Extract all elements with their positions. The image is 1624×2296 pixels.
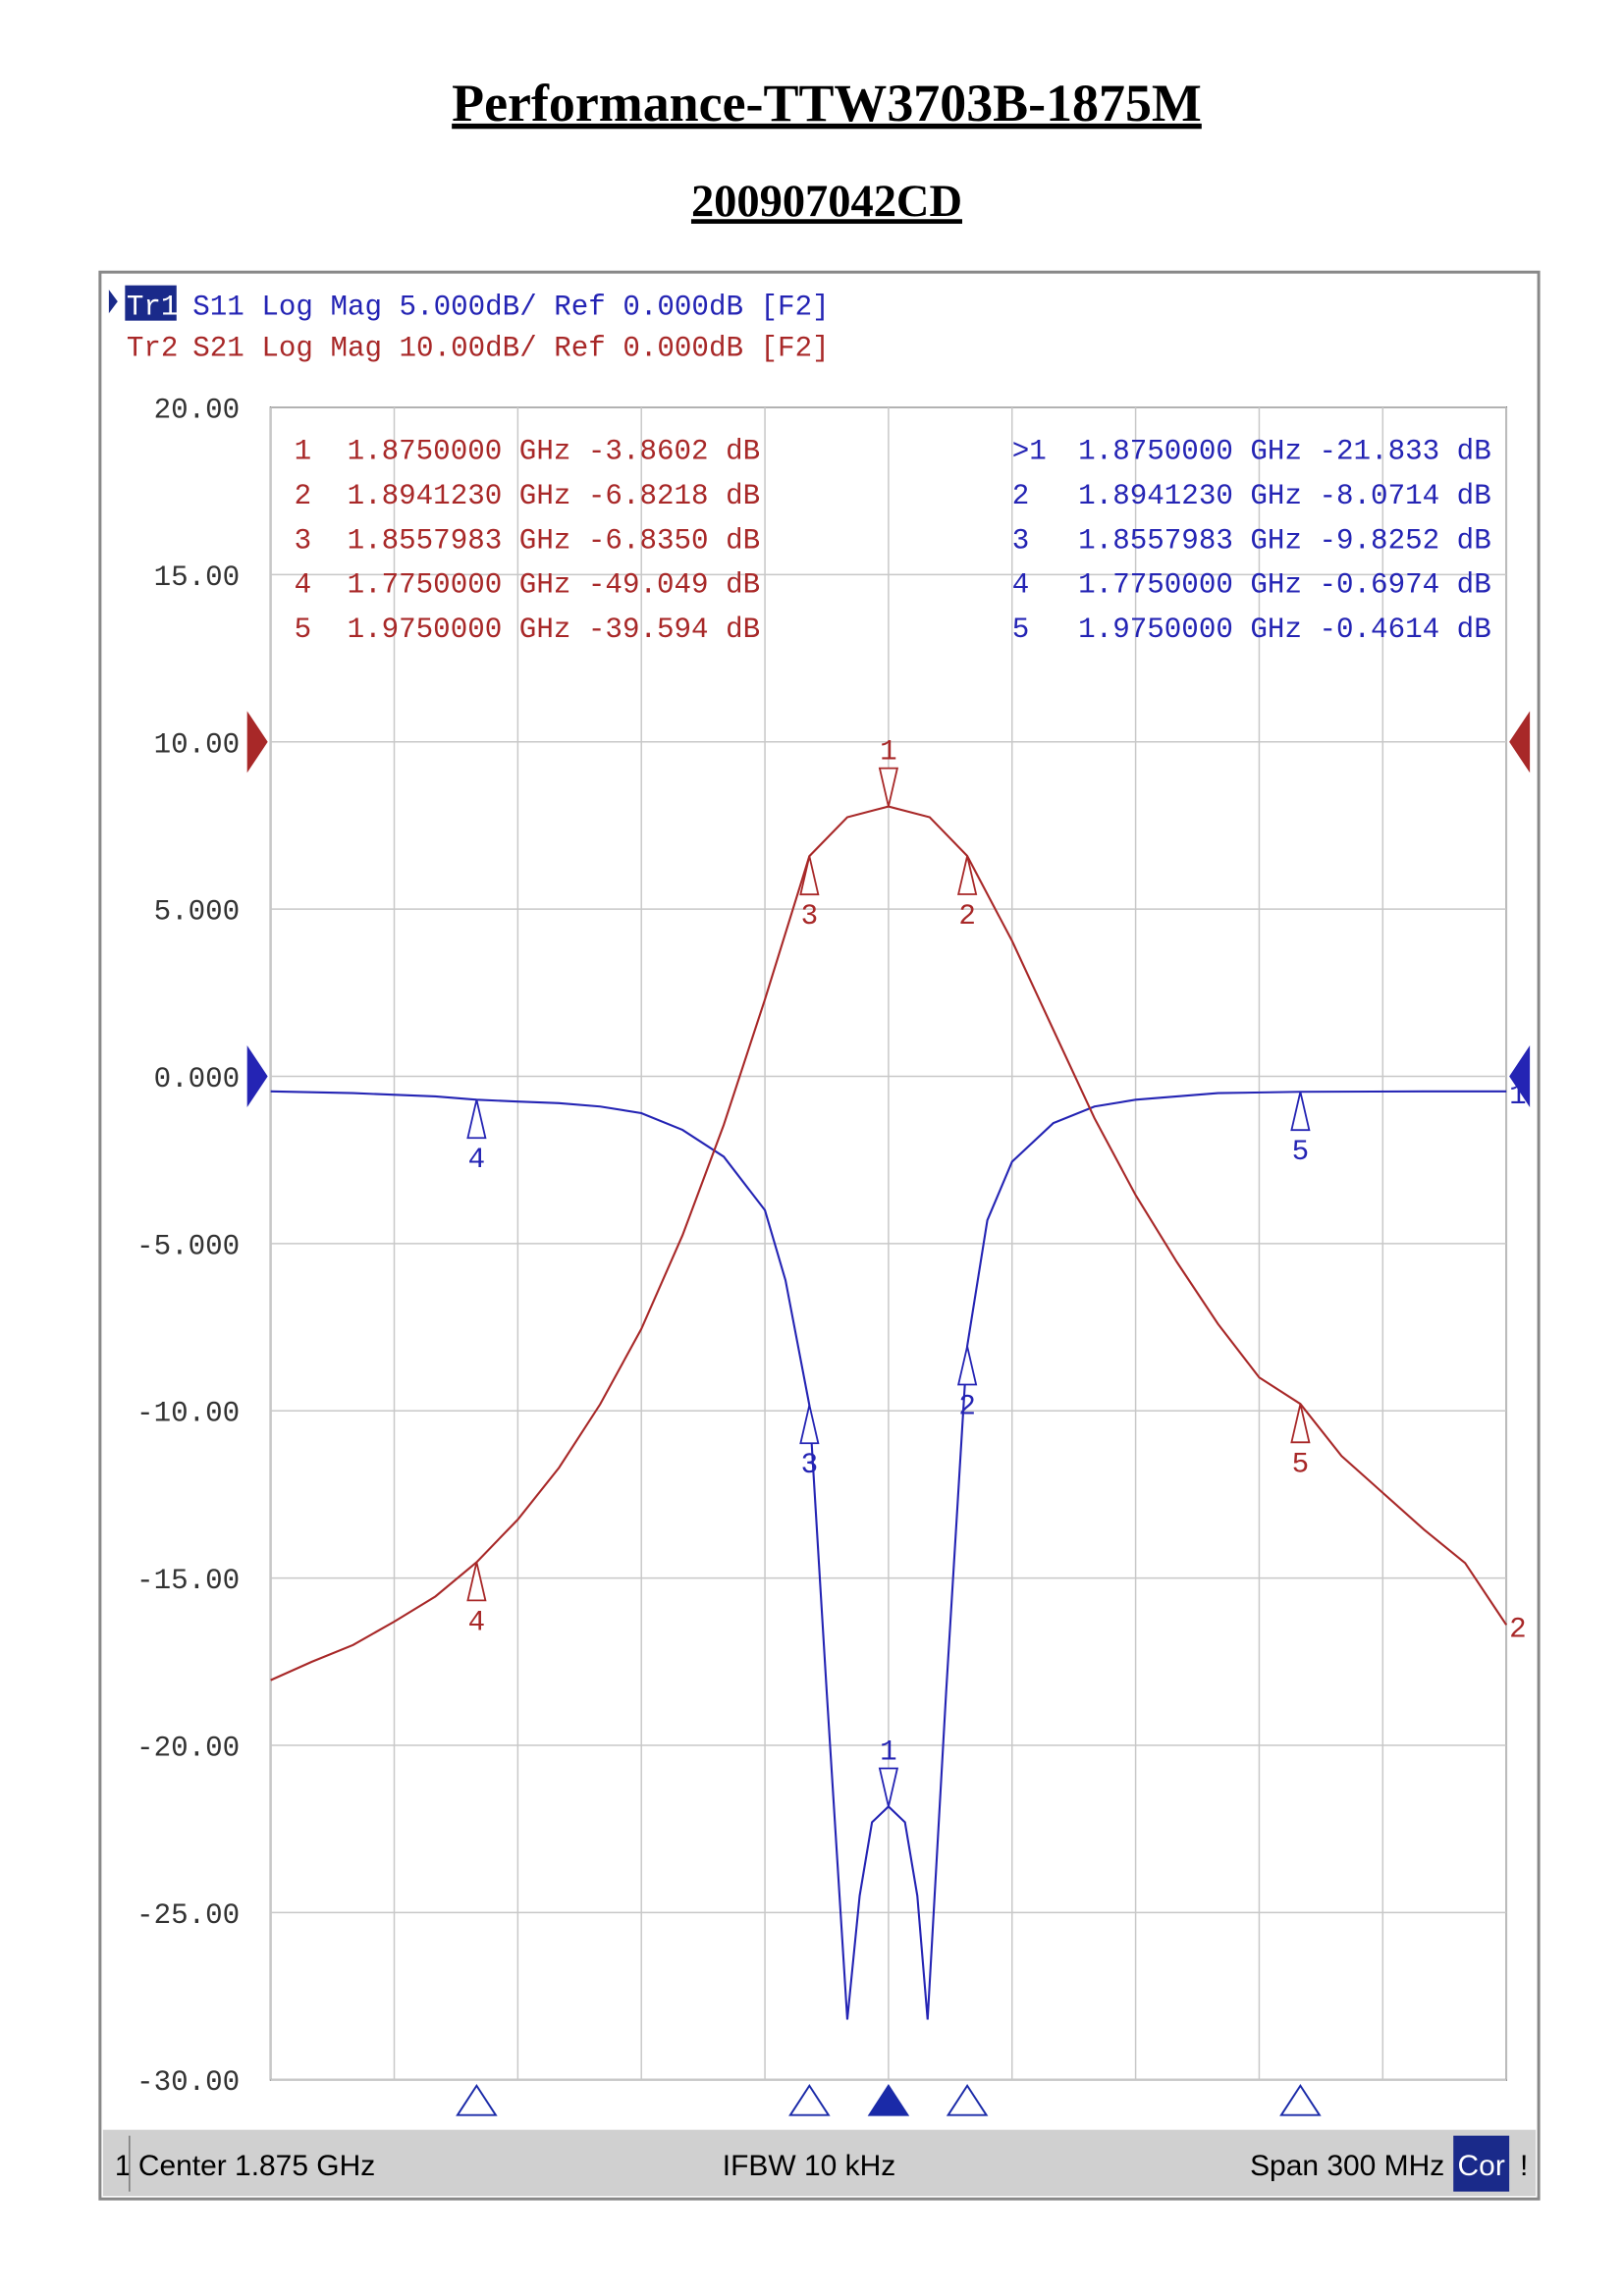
flag: ! <box>1520 2150 1528 2182</box>
ref-arrow-left <box>246 1045 268 1107</box>
y-tick-label: -20.00 <box>136 1732 240 1764</box>
marker-triangle <box>957 855 978 895</box>
marker-table-id: 3 <box>1012 524 1030 557</box>
marker-table-id: 4 <box>1012 569 1030 602</box>
screen-frame <box>98 270 1541 2201</box>
trace-info: S11 Log Mag 5.000dB/ Ref 0.000dB [F2] <box>192 292 829 324</box>
center-frequency: Center 1.875 GHz <box>138 2150 375 2182</box>
y-tick-label: 5.000 <box>154 896 241 929</box>
marker-table-value: 1.8750000 GHz -21.833 dB <box>1078 435 1491 467</box>
marker-triangle <box>799 856 820 896</box>
marker-axis-triangle <box>946 2083 989 2116</box>
y-tick-label: 0.000 <box>154 1063 241 1095</box>
marker-table-value: 1.8941230 GHz -8.0714 dB <box>1078 480 1491 512</box>
marker-table-id: 1 <box>295 435 312 467</box>
y-tick-label: 20.00 <box>154 395 241 427</box>
y-tick-label: 10.00 <box>154 728 241 761</box>
marker-axis-triangle <box>456 2083 498 2116</box>
chart-title: Performance-TTW3703B-1875M <box>452 74 1202 133</box>
trace-info: S21 Log Mag 10.00dB/ Ref 0.000dB [F2] <box>192 333 829 365</box>
ref-arrow-right <box>1509 711 1531 774</box>
cor-badge <box>1453 2135 1510 2192</box>
marker-id: 2 <box>958 900 976 933</box>
trace-name-highlight <box>125 285 177 321</box>
ref-arrow-left <box>246 711 268 774</box>
marker-table-value: 1.8557983 GHz -6.8350 dB <box>348 524 761 557</box>
marker-id: 5 <box>1292 1136 1310 1168</box>
marker-axis-triangle <box>1279 2083 1322 2116</box>
marker-table-value: 1.8557983 GHz -9.8252 dB <box>1078 524 1491 557</box>
y-tick-label: -25.00 <box>136 1899 240 1932</box>
span: Span 300 MHz <box>1250 2150 1444 2182</box>
marker-triangle <box>1290 1092 1311 1132</box>
marker-table-value: 1.7750000 GHz -0.6974 dB <box>1078 569 1491 602</box>
marker-id: 2 <box>958 1390 976 1422</box>
marker-triangle <box>466 1562 487 1602</box>
marker-triangle <box>957 1346 978 1386</box>
marker-id: 1 <box>880 736 897 769</box>
marker-table-value: 1.9750000 GHz -39.594 dB <box>348 614 761 646</box>
marker-table-id: 5 <box>295 614 312 646</box>
marker-table-id: 4 <box>295 569 312 602</box>
marker-table-id: 5 <box>1012 614 1030 646</box>
marker-table-id: 2 <box>295 480 312 512</box>
marker-id: 3 <box>801 900 819 933</box>
marker-table-value: 1.7750000 GHz -49.049 dB <box>348 569 761 602</box>
trace-end-label: 1 <box>1509 1080 1527 1112</box>
marker-table-value: 1.9750000 GHz -0.4614 dB <box>1078 614 1491 646</box>
marker-triangle <box>466 1099 487 1140</box>
ifbw: IFBW 10 kHz <box>723 2150 895 2182</box>
y-tick-label: -5.000 <box>136 1230 240 1262</box>
status-bar <box>102 2129 1537 2197</box>
marker-table-id: 2 <box>1012 480 1030 512</box>
marker-id: 1 <box>880 1736 897 1769</box>
marker-table-id: 3 <box>295 524 312 557</box>
marker-id: 5 <box>1292 1448 1310 1480</box>
marker-triangle <box>1290 1404 1311 1444</box>
channel-number: 1 <box>115 2150 132 2182</box>
marker-table-id: >1 <box>1012 435 1047 467</box>
marker-id: 3 <box>801 1449 819 1481</box>
chart-subtitle: 200907042CD <box>691 177 962 227</box>
marker-table-value: 1.8750000 GHz -3.8602 dB <box>348 435 761 467</box>
marker-table-value: 1.8941230 GHz -6.8218 dB <box>348 480 761 512</box>
trace-end-label: 2 <box>1509 1613 1527 1645</box>
y-tick-label: 15.00 <box>154 561 241 594</box>
ref-arrow-right <box>1509 1045 1531 1107</box>
marker-id: 4 <box>468 1144 486 1176</box>
marker-axis-triangle <box>867 2083 910 2116</box>
marker-triangle <box>878 1767 899 1807</box>
marker-triangle <box>799 1405 820 1445</box>
cor-label: Cor <box>1458 2150 1505 2182</box>
trace-name: Tr1 <box>127 292 179 324</box>
y-tick-label: -10.00 <box>136 1398 240 1430</box>
active-indicator <box>108 290 118 314</box>
trace-name: Tr2 <box>127 333 179 365</box>
marker-id: 4 <box>468 1606 486 1638</box>
marker-axis-triangle <box>788 2083 831 2116</box>
trace-line <box>270 1090 1507 2020</box>
marker-triangle <box>878 767 899 807</box>
y-tick-label: -15.00 <box>136 1565 240 1597</box>
y-tick-label: -30.00 <box>136 2066 240 2099</box>
